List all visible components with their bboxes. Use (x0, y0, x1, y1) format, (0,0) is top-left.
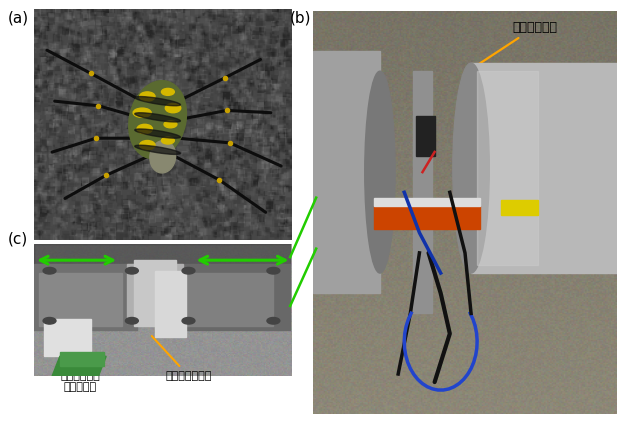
Bar (60, 352, 104, 366)
Text: 湿度調整後の
空気排出口: 湿度調整後の 空気排出口 (61, 329, 100, 392)
Bar (175, 264, 291, 330)
Ellipse shape (166, 103, 181, 113)
Ellipse shape (135, 129, 180, 138)
Circle shape (182, 317, 195, 324)
Ellipse shape (135, 96, 180, 106)
Polygon shape (52, 356, 106, 376)
Ellipse shape (161, 88, 174, 95)
Circle shape (125, 317, 138, 324)
Bar (374, 207, 480, 229)
Text: 放射光照射口: 放射光照射口 (467, 21, 557, 72)
Bar (135, 260, 175, 326)
Bar (34, 264, 137, 330)
Ellipse shape (133, 108, 151, 117)
Text: クモ牢引糸の束: クモ牢引糸の束 (152, 336, 211, 381)
Circle shape (267, 317, 280, 324)
Bar (374, 198, 480, 207)
Text: (c): (c) (7, 232, 28, 246)
Bar (45, 320, 91, 356)
Ellipse shape (140, 141, 155, 150)
Bar (126, 264, 184, 323)
Ellipse shape (453, 63, 489, 273)
Circle shape (125, 267, 138, 274)
Ellipse shape (164, 121, 177, 128)
Bar (502, 201, 538, 215)
Bar (313, 51, 380, 293)
Ellipse shape (135, 113, 180, 122)
Bar (39, 273, 122, 326)
Circle shape (43, 267, 56, 274)
Bar (417, 116, 435, 156)
Bar (34, 244, 291, 291)
Text: (b): (b) (290, 11, 312, 26)
Ellipse shape (161, 137, 174, 144)
Bar (477, 71, 538, 265)
Circle shape (267, 267, 280, 274)
Bar (414, 71, 432, 314)
Ellipse shape (140, 92, 155, 101)
Ellipse shape (137, 125, 153, 133)
Circle shape (182, 267, 195, 274)
Bar (155, 271, 186, 337)
Bar (471, 63, 617, 273)
Ellipse shape (135, 145, 180, 154)
Ellipse shape (365, 71, 395, 273)
Text: (a): (a) (7, 11, 29, 26)
Circle shape (43, 317, 56, 324)
Ellipse shape (129, 81, 187, 159)
Bar (184, 273, 273, 326)
Ellipse shape (150, 141, 175, 173)
